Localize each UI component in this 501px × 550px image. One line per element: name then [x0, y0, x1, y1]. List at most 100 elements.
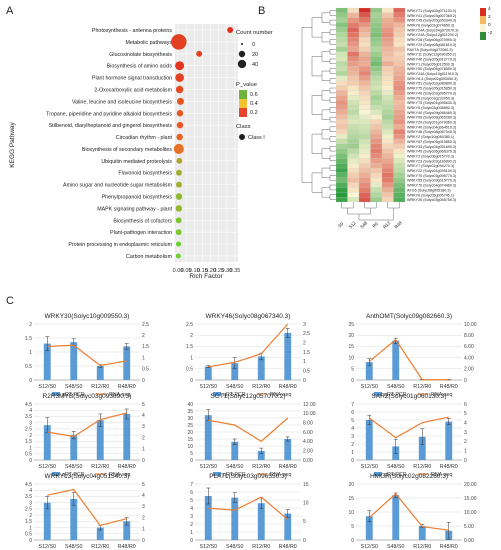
pathway-label: Plant-pathogen interaction [110, 230, 172, 236]
heatmap-row-label: WRKY20 (Solyc01g079360.3) [407, 121, 456, 125]
y-left-tick: 0 [29, 458, 32, 464]
heatmap-cell [381, 172, 394, 178]
heatmap-cell [381, 143, 394, 149]
qpcr-bar [284, 513, 292, 540]
heatmap-cell [335, 12, 348, 18]
y-left-tick: 3 [29, 420, 32, 426]
heatmap-cell [335, 134, 348, 140]
legend-qpcr-swatch [52, 392, 60, 396]
heatmap-cell [393, 7, 406, 13]
panel-c-letter: C [6, 295, 14, 307]
qpcr-bar [257, 450, 265, 460]
heatmap-cell [393, 95, 406, 101]
y-right-tick: 2 [142, 435, 145, 441]
heatmap-cell [335, 167, 348, 173]
heatmap-cell [358, 61, 371, 67]
heatmap-cell [381, 70, 394, 76]
heatmap-cell [393, 56, 406, 62]
heatmap-cell [347, 148, 360, 154]
dendrogram-branch [311, 172, 322, 193]
pathway-bubble [176, 110, 184, 117]
heatmap-row-label: WRKY29 (Solyc08g081610.3) [407, 43, 456, 47]
heatmap-cell [393, 22, 406, 28]
heatmap-cell [347, 143, 360, 149]
y-right-tick: 2.5 [142, 322, 149, 328]
dendrogram-branch [329, 10, 336, 16]
chart-title: WRKY46(Solyc08g067340.3) [206, 313, 291, 320]
pathway-bubble [173, 143, 184, 154]
dendrogram-branch [329, 184, 336, 191]
heatmap-cell [347, 104, 360, 110]
heatmap-cell [370, 22, 383, 28]
y-left-tick: 10 [348, 510, 354, 516]
pathway-label: Amino sugar and nucleotide sugar metabol… [63, 183, 173, 189]
heatmap-cell [358, 192, 371, 198]
y-right-tick: 6.00 [303, 430, 313, 436]
y-right-tick: 5.00 [464, 524, 474, 530]
y-right-tick: 0.5 [303, 368, 310, 374]
dendrogram-branch [341, 202, 354, 209]
heatmap-cell [370, 12, 383, 18]
dendrogram-branch [364, 202, 377, 209]
heatmap-cell [347, 17, 360, 23]
heatmap-row-label: WRKY55 (Solyc09g015770.3) [407, 179, 456, 183]
legend-qpcr-swatch [374, 392, 382, 396]
category-label: S48/S0 [387, 544, 404, 550]
dendrogram-branch [311, 17, 322, 38]
y-right-tick: 2.5 [303, 331, 310, 337]
heatmap-row-label: WRKY26 (Solyc03g055750.3) [407, 198, 456, 202]
x-tick-label: 0.30 [221, 268, 232, 274]
y-right-tick: 4 [142, 413, 145, 419]
heatmap-cell [335, 7, 348, 13]
y-right-tick: 5 [142, 402, 145, 408]
qpcr-bar [43, 425, 51, 460]
y-left-tick: 2 [29, 433, 32, 439]
heatmap-row-label: WRKY3 (Solyc06g015770.3) [407, 154, 454, 158]
heatmap-cell [370, 167, 383, 173]
heatmap-cell [335, 153, 348, 159]
heatmap-cell [358, 167, 371, 173]
legend-p-swatch [239, 99, 247, 108]
y-right-tick: 1 [303, 359, 306, 365]
heatmap-cell [358, 75, 371, 81]
pathway-bubble [176, 157, 183, 164]
color-scale-swatch [480, 16, 486, 24]
heatmap-cell [393, 46, 406, 52]
legend-class-dot [239, 134, 245, 140]
heatmap-cell [347, 37, 360, 43]
y-right-tick: 0.5 [142, 367, 149, 373]
y-right-tick: 2 [142, 333, 145, 339]
color-scale-swatch [480, 24, 486, 32]
heatmap-row-label: WRKY24A (Solyc10g011910.3) [407, 72, 458, 76]
category-label: R12/R0 [91, 544, 109, 550]
heatmap-cell [370, 148, 383, 154]
row-dendrogram [301, 10, 336, 200]
heatmap-row-label: WRKY24A (Solyc12g011200.2) [407, 33, 458, 37]
heatmap-cell [381, 148, 394, 154]
y-left-tick: 25 [348, 322, 354, 328]
heatmap-cell [335, 187, 348, 193]
y-left-tick: 2.5 [186, 322, 193, 328]
heatmap-cell [347, 129, 360, 135]
heatmap-cell [381, 124, 394, 130]
heatmap-cell [335, 90, 348, 96]
qpcr-bar [418, 436, 426, 460]
heatmap-cell [393, 27, 406, 33]
heatmap-cell [347, 172, 360, 178]
y-right-tick: 12.00 [303, 402, 316, 408]
heatmap-cell [393, 61, 406, 67]
x-tick-label: 0.35 [230, 268, 241, 274]
heatmap-cell [370, 114, 383, 120]
heatmap-cell [335, 143, 348, 149]
heatmap-cell [347, 177, 360, 183]
heatmap-cell [381, 95, 394, 101]
pathway-label: Phenylpropanoid biosynthesis [102, 195, 173, 201]
rnaseq-line [208, 323, 289, 368]
dendrogram-branch [329, 97, 336, 103]
qpcr-bar [43, 502, 51, 540]
heatmap-cell [381, 12, 394, 18]
category-label: R48/R0 [279, 384, 297, 390]
heatmap-cell [381, 134, 394, 140]
heatmap-cell [358, 22, 371, 28]
